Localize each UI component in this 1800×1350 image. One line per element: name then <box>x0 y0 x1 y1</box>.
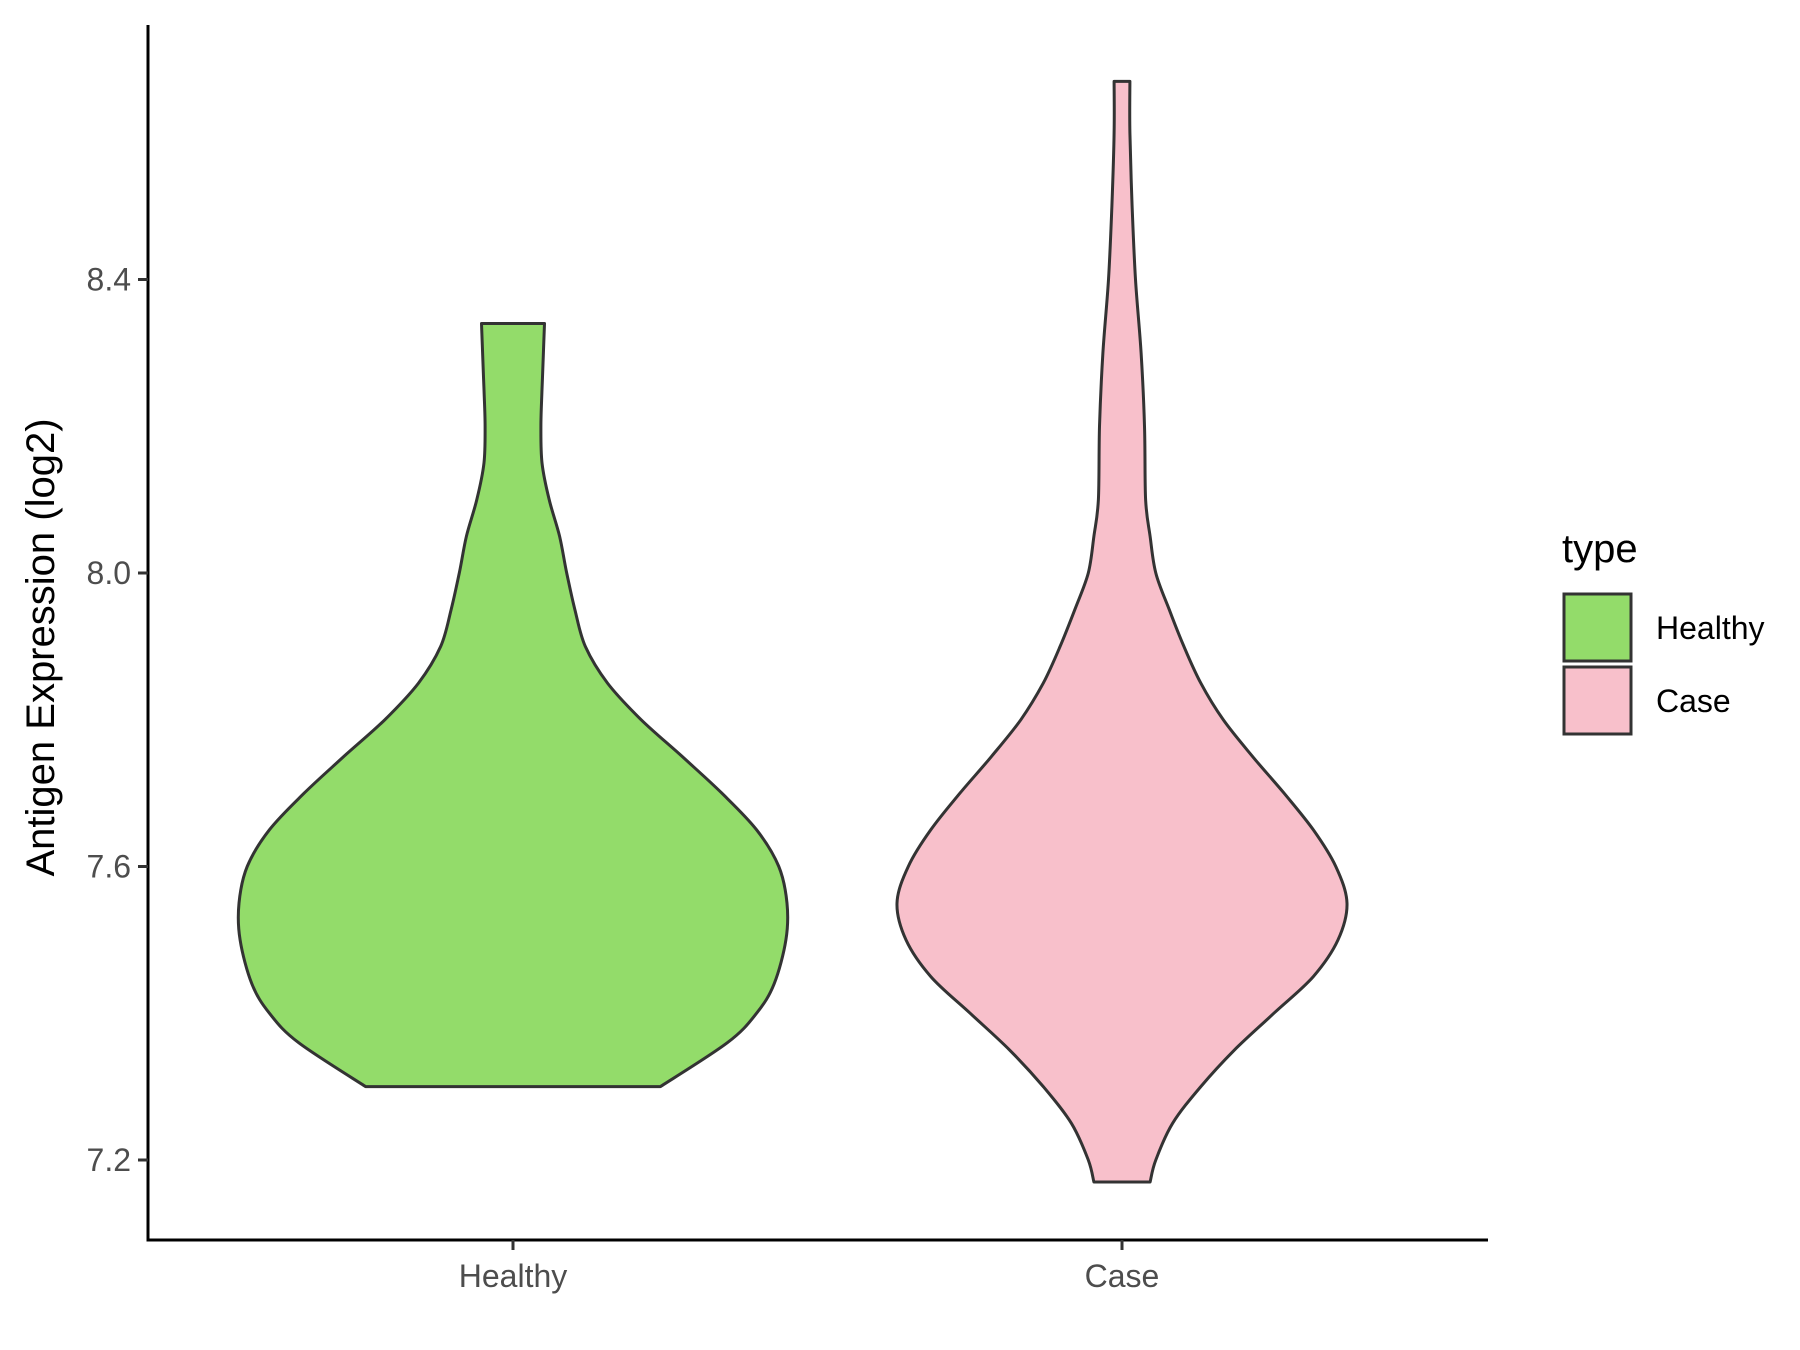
y-tick-label: 8.0 <box>87 555 131 591</box>
axes-layer: 7.2 7.6 8.0 8.4 Healthy Case Antigen Express… <box>19 25 1488 1294</box>
legend-title: type <box>1562 527 1638 571</box>
legend-label-healthy: Healthy <box>1656 610 1765 646</box>
y-tick-label: 7.2 <box>87 1142 131 1178</box>
x-ticks: Healthy Case <box>459 1240 1160 1294</box>
violin-healthy <box>236 322 790 1089</box>
x-tick-label: Case <box>1085 1258 1160 1294</box>
violin-case <box>895 79 1349 1184</box>
legend-key-case <box>1562 665 1633 736</box>
y-tick-label: 7.6 <box>87 849 131 885</box>
legend-label-case: Case <box>1656 683 1731 719</box>
legend-key-healthy <box>1562 592 1633 663</box>
x-tick-label: Healthy <box>459 1258 568 1294</box>
violins-layer <box>236 79 1349 1184</box>
y-ticks: 7.2 7.6 8.0 8.4 <box>87 262 148 1178</box>
y-axis-title: Antigen Expression (log2) <box>19 418 63 876</box>
legend-items: Healthy Case <box>1562 592 1765 736</box>
y-tick-label: 8.4 <box>87 262 131 298</box>
legend: type Healthy Case <box>1562 527 1765 736</box>
